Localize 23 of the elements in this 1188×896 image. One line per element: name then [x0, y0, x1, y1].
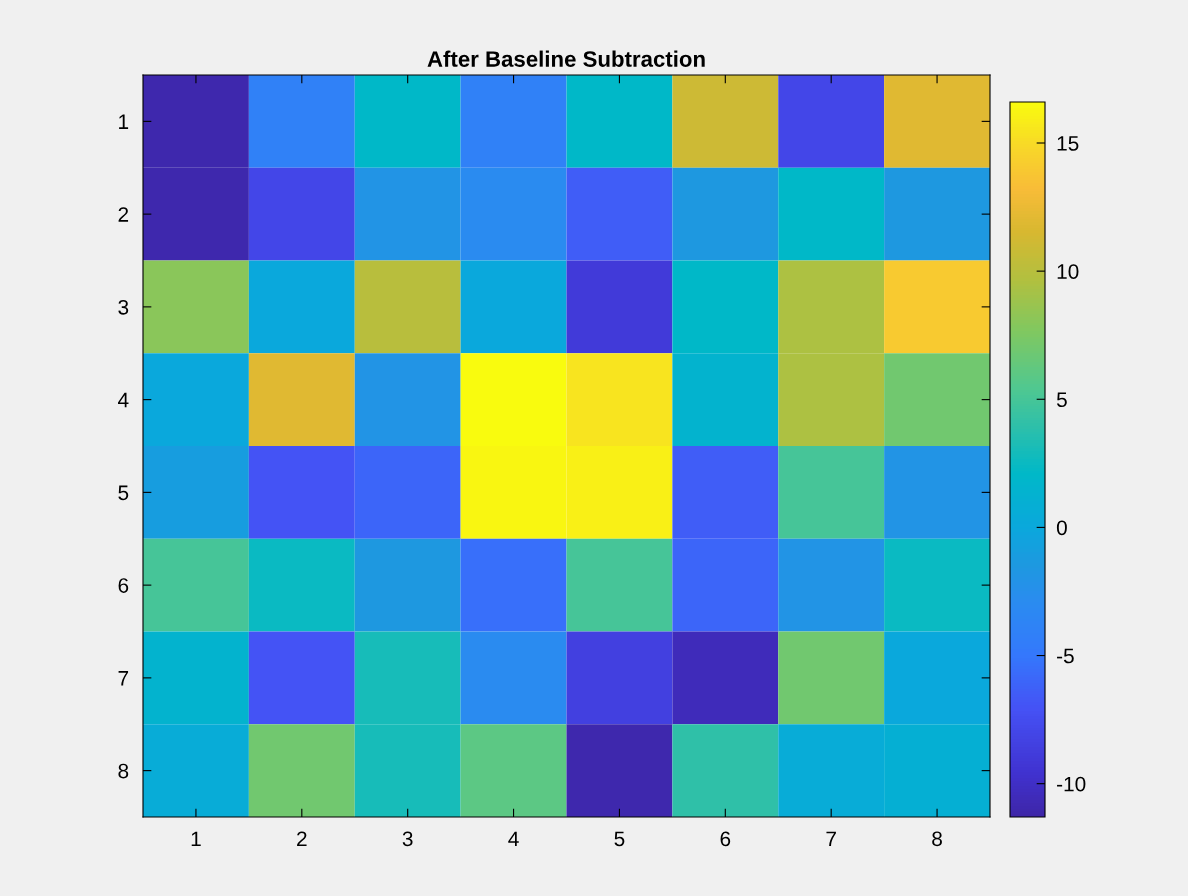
color-bar-label: -10: [1057, 776, 1086, 792]
color-bar-label: 0: [1056, 520, 1067, 536]
x-tick-label: 2: [297, 831, 307, 846]
color-bar-label: 5: [1056, 392, 1067, 408]
y-tick-label: 2: [118, 207, 129, 222]
x-tick-label: 7: [826, 831, 836, 846]
color-bar-label: 15: [1057, 136, 1079, 151]
y-tick-label: 6: [118, 578, 129, 593]
x-tick-label: 4: [508, 831, 519, 846]
x-tick-label: 8: [932, 831, 942, 847]
color-bar-label: 10: [1057, 264, 1079, 279]
y-tick-label: 8: [118, 763, 129, 779]
y-tick-label: 4: [118, 392, 129, 408]
color-bar-label: -5: [1057, 648, 1074, 664]
y-tick-label: 3: [118, 299, 129, 315]
y-tick-label: 7: [118, 671, 129, 686]
y-tick-label: 1: [119, 114, 129, 129]
y-tick-label: 5: [118, 485, 129, 501]
x-tick-label: 3: [402, 831, 413, 847]
x-tick-label: 6: [720, 831, 731, 847]
x-tick-label: 5: [614, 831, 625, 847]
x-tick-label: 1: [191, 831, 201, 846]
chart-title: After Baseline Subtraction: [427, 50, 705, 67]
